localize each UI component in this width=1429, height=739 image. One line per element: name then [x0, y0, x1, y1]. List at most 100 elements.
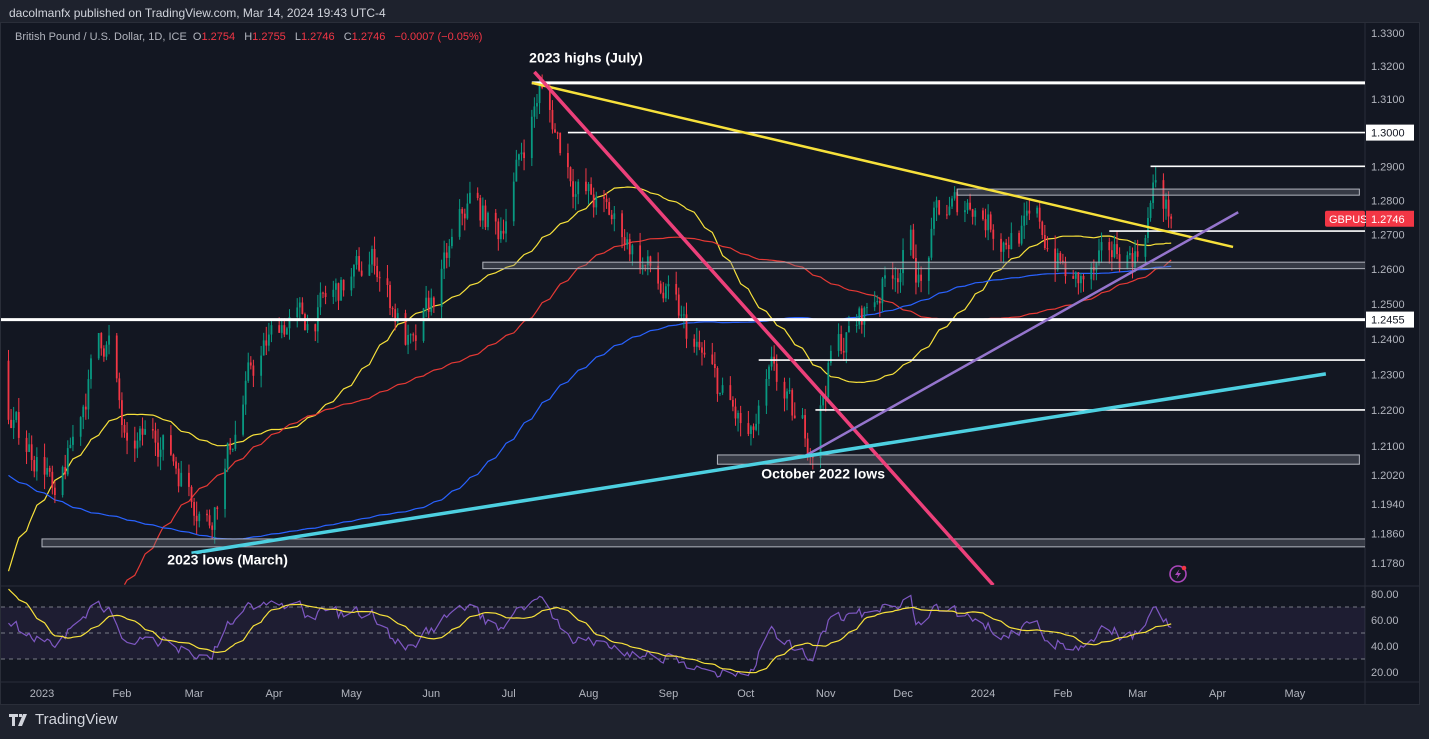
candle — [845, 332, 848, 364]
candle — [626, 232, 629, 250]
candle — [701, 342, 703, 366]
candle-body — [971, 209, 974, 217]
candle — [667, 275, 670, 300]
price-plot[interactable] — [0, 70, 1372, 585]
candle-body — [1074, 272, 1077, 279]
candle — [716, 366, 719, 402]
chart-pane[interactable] — [0, 22, 1420, 705]
candle-body — [574, 194, 577, 197]
candle-body — [1149, 202, 1152, 218]
candle-body — [198, 513, 201, 522]
candle-body — [322, 292, 324, 294]
candle — [899, 268, 902, 293]
candle — [1010, 222, 1013, 250]
annotation-label: October 2022 lows — [761, 465, 885, 481]
candle — [621, 210, 623, 249]
candle-body — [247, 362, 250, 381]
candle-body — [170, 435, 172, 455]
candle-body — [234, 434, 237, 449]
candle-body — [443, 252, 446, 269]
price-axis[interactable]: 1.3300 1.3200 1.3100 1.2900 1.2800 1.2700 1.26… — [1325, 28, 1414, 570]
candle-body — [538, 85, 541, 104]
candle-body — [982, 210, 984, 220]
candle — [368, 251, 371, 276]
candle-body — [695, 341, 698, 347]
candle-body — [286, 328, 288, 335]
candle-body — [280, 325, 283, 333]
candle — [512, 172, 515, 226]
candle — [342, 279, 345, 297]
candle-body — [945, 214, 948, 216]
candle-body — [1046, 248, 1049, 250]
candle — [1077, 272, 1080, 295]
candle — [355, 249, 358, 270]
candle — [144, 420, 147, 435]
support-resistance-zone — [482, 261, 1365, 270]
candle — [801, 407, 804, 420]
candle — [788, 377, 791, 395]
candle — [499, 217, 502, 243]
candle-body — [353, 264, 355, 277]
candle-body — [296, 307, 299, 317]
candle-body — [1023, 215, 1026, 226]
candle-body — [407, 334, 409, 345]
candle — [567, 143, 569, 179]
candle-body — [136, 440, 139, 449]
candle — [378, 271, 381, 292]
candle — [360, 261, 363, 277]
candle-body — [48, 468, 51, 472]
candle-body — [752, 426, 755, 430]
time-axis[interactable]: 2023 Feb Mar Apr May Jun Jul Aug Sep Oct Nov Dec 202… — [30, 688, 1306, 700]
candle-body — [1028, 210, 1031, 214]
candle-body — [915, 258, 917, 283]
rsi-plot[interactable] — [1, 588, 1365, 678]
tradingview-logo[interactable]: TradingView — [9, 711, 118, 728]
lightning-icon[interactable] — [1169, 565, 1187, 583]
candle — [729, 376, 732, 401]
candle — [247, 352, 250, 383]
time-tick-label: Aug — [579, 688, 599, 700]
candle-body — [260, 355, 263, 376]
candle-body — [213, 507, 216, 530]
candle — [249, 356, 252, 370]
candle-body — [499, 230, 502, 240]
candle — [427, 290, 430, 319]
candle — [713, 352, 716, 378]
candle-body — [304, 313, 306, 331]
candle-body — [603, 196, 605, 199]
candle — [572, 169, 574, 209]
candle-body — [551, 109, 554, 130]
candle-body — [1025, 210, 1028, 216]
candle — [909, 225, 912, 256]
candle-body — [677, 294, 680, 316]
candle-body — [721, 385, 724, 393]
candle — [659, 280, 662, 295]
candle — [61, 465, 64, 498]
candle — [296, 298, 299, 328]
candle — [1064, 256, 1067, 284]
candle — [533, 97, 536, 128]
candle — [451, 228, 453, 249]
time-tick-label: 2023 — [30, 688, 54, 700]
candle — [863, 306, 866, 338]
candle — [208, 509, 211, 529]
candle-body — [242, 404, 244, 435]
candle — [829, 345, 832, 366]
candle-body — [409, 334, 412, 336]
candle-body — [46, 468, 49, 475]
candle — [376, 257, 379, 282]
candle-body — [894, 278, 897, 280]
candle-body — [840, 334, 843, 351]
candle — [878, 297, 881, 317]
candle-body — [667, 283, 670, 287]
candle-body — [964, 210, 966, 213]
candle-body — [1167, 199, 1170, 217]
candle — [876, 295, 879, 305]
time-tick-label: Jun — [422, 688, 440, 700]
candle — [628, 233, 631, 262]
candle-body — [896, 278, 899, 283]
time-tick-label: Apr — [265, 688, 282, 700]
candle-body — [404, 313, 407, 345]
candle — [66, 440, 69, 477]
